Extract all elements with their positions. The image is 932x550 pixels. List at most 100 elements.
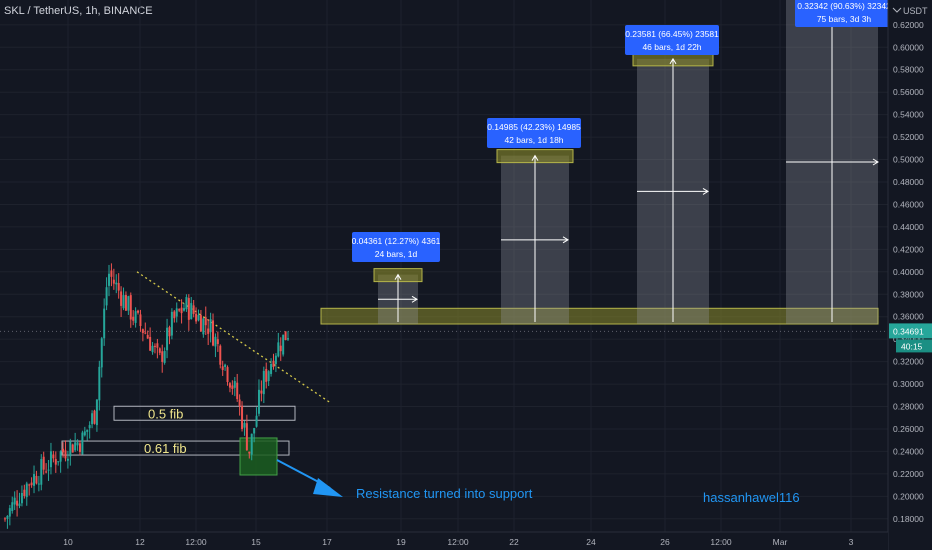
candle-body	[37, 483, 40, 485]
candle-body	[91, 413, 94, 425]
candle-body	[66, 458, 69, 461]
price-tick: 0.34000	[893, 334, 924, 344]
candle-body	[248, 451, 251, 454]
candle-body	[202, 318, 205, 335]
candle-body	[64, 450, 67, 459]
price-tick: 0.18000	[893, 514, 924, 524]
projection-1	[373, 268, 423, 325]
candle-body	[139, 314, 142, 327]
candle-body	[45, 471, 48, 473]
currency-dropdown-icon	[892, 7, 902, 13]
candle-body	[221, 366, 224, 370]
candle-body	[47, 469, 50, 471]
candle-body	[33, 474, 36, 486]
candle-body	[146, 334, 149, 339]
projection-label-bg	[795, 0, 893, 27]
candle-body	[8, 508, 11, 517]
candle-body	[257, 389, 260, 414]
candle-body	[253, 428, 256, 434]
projection-label-line1: 0.14985 (42.23%) 14985	[487, 122, 581, 132]
candle-body	[95, 399, 98, 426]
candle-body	[13, 497, 16, 505]
candle-body	[144, 332, 147, 334]
descending-trendline	[136, 271, 332, 404]
time-tick: 10	[63, 537, 73, 547]
candle-body	[98, 366, 101, 401]
candle-body	[127, 296, 130, 311]
price-axis: USDT 0.62000 0.60000 0.58000 0.56000 0.54000 0…	[887, 0, 932, 550]
candle-body	[284, 331, 287, 341]
candle-body	[178, 309, 181, 311]
fib-annotations: 0.5 fib 0.61 fib	[61, 405, 296, 476]
candle-body	[214, 336, 217, 347]
note-arrow-head-icon	[313, 478, 343, 497]
candle-body	[224, 364, 227, 367]
price-tick: 0.48000	[893, 177, 924, 187]
price-tick: 0.44000	[893, 222, 924, 232]
time-tick: 26	[660, 537, 670, 547]
candle-body	[81, 432, 84, 455]
candle-body	[132, 316, 135, 321]
price-tick: 0.54000	[893, 110, 924, 120]
right-arrow-icon	[411, 295, 418, 303]
countdown-value: 40:15	[901, 341, 923, 351]
projection-label-bg	[625, 25, 719, 55]
support-green-box	[239, 437, 278, 476]
candle-body	[255, 415, 258, 427]
time-tick: 24	[586, 537, 596, 547]
candle-body	[86, 429, 89, 432]
candle-body	[30, 482, 33, 486]
candle-body	[287, 338, 289, 340]
price-tick: 0.26000	[893, 424, 924, 434]
fib-061-label: 0.61 fib	[144, 441, 187, 456]
candle-body	[226, 367, 229, 383]
projection-label-line2: 75 bars, 3d 3h	[817, 14, 872, 24]
candle-body	[209, 319, 212, 333]
time-tick: 12	[135, 537, 145, 547]
candle-body	[52, 454, 55, 459]
projection-label-line2: 24 bars, 1d	[375, 249, 418, 259]
price-axis-bg	[888, 0, 932, 550]
candle-body	[115, 282, 118, 285]
candle-body	[173, 311, 176, 319]
projection-label-4: 0.32342 (90.63%) 32342 75 bars, 3d 3h	[795, 0, 893, 27]
candle-body	[267, 371, 270, 381]
candle-body	[175, 308, 178, 317]
candle-body	[110, 270, 113, 277]
candle-body	[71, 444, 74, 453]
price-tick: 0.22000	[893, 469, 924, 479]
support-zone	[320, 307, 879, 325]
candle-body	[180, 307, 183, 314]
candle-body	[282, 334, 285, 355]
candle-body	[93, 410, 96, 424]
projection-label-line1: 0.23581 (66.45%) 23581	[625, 29, 719, 39]
current-price-value: 0.34691	[893, 326, 924, 336]
time-tick: 12:00	[447, 537, 469, 547]
projection-label-line2: 46 bars, 1d 22h	[642, 42, 701, 52]
candle-body	[11, 502, 14, 511]
candle-body	[195, 313, 198, 322]
time-axis: 10 12 12:00 15 17 19 12:00 22 24 26 12:00 Mar 3	[0, 531, 888, 550]
candle-body	[16, 500, 19, 506]
candle-body	[265, 368, 268, 382]
candle-body	[270, 363, 273, 374]
candle-body	[170, 311, 173, 336]
projection-label-3: 0.23581 (66.45%) 23581 46 bars, 1d 22h	[625, 25, 719, 55]
candle-body	[212, 320, 215, 346]
candle-body	[40, 459, 43, 485]
price-tick: 0.32000	[893, 357, 924, 367]
candle-body	[78, 443, 81, 452]
candle-body	[134, 311, 137, 323]
candle-body	[187, 298, 190, 320]
candle-body	[219, 345, 222, 365]
candle-body	[103, 308, 106, 339]
price-tick: 0.24000	[893, 446, 924, 456]
candle-body	[238, 399, 241, 406]
symbol-header: SKL / TetherUS, 1h, BINANCE	[4, 5, 153, 17]
candle-body	[279, 345, 282, 352]
candle-body	[74, 442, 77, 451]
price-tick: 0.30000	[893, 379, 924, 389]
candle-body	[216, 339, 219, 344]
